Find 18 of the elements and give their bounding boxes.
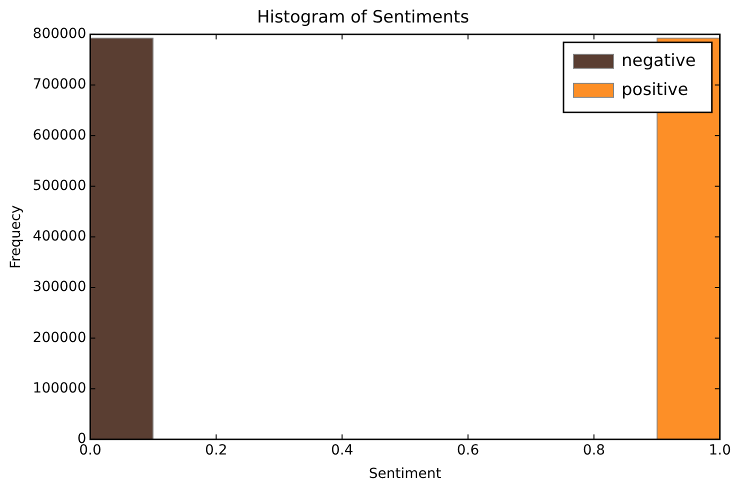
- x-tick-label: 0.4: [330, 442, 354, 458]
- x-tick-label: 0.8: [582, 442, 606, 458]
- legend-label: negative: [622, 50, 696, 71]
- x-tick-label: 0.6: [456, 442, 480, 458]
- y-tick-label: 300000: [32, 279, 86, 296]
- x-tick-label: 0.2: [205, 442, 228, 458]
- y-tick-label: 600000: [32, 127, 86, 144]
- y-tick-label: 500000: [32, 178, 86, 194]
- y-tick-label: 800000: [32, 26, 86, 42]
- y-axis-title: Frequecy: [8, 205, 24, 269]
- y-tick-label: 200000: [32, 330, 86, 346]
- chart-title: Histogram of Sentiments: [256, 8, 470, 28]
- y-tick-label: 700000: [32, 76, 86, 93]
- y-tick-label: 100000: [32, 380, 86, 396]
- x-axis-title: Sentiment: [368, 466, 442, 482]
- x-tick-label: 1.0: [708, 442, 731, 458]
- y-tick-label: 400000: [32, 228, 86, 245]
- legend-label: positive: [622, 80, 688, 100]
